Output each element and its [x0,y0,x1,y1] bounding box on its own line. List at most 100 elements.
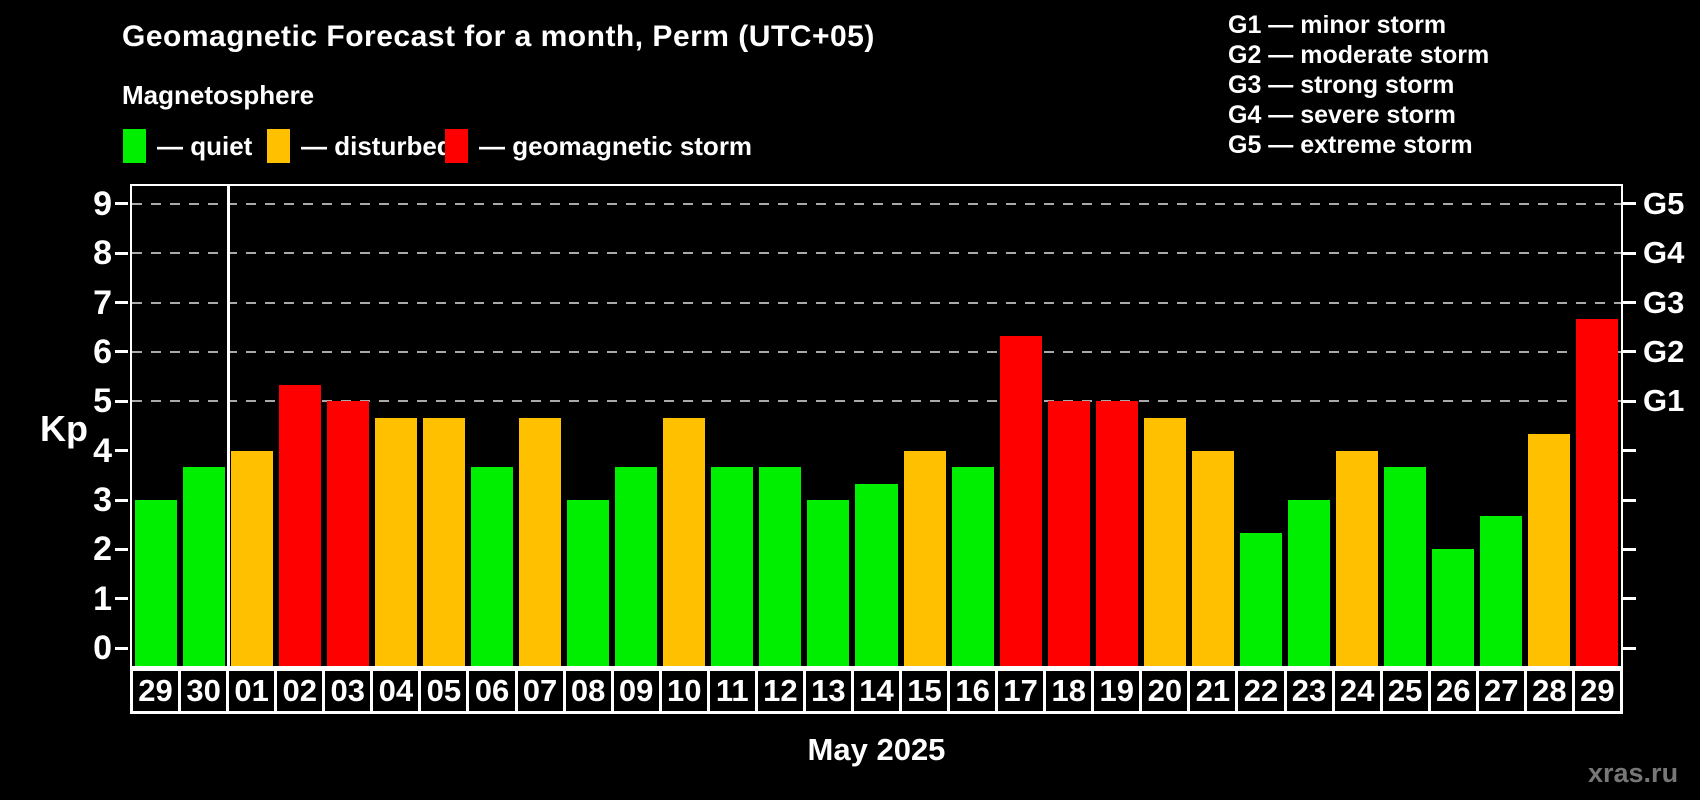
legend-label-storm: — geomagnetic storm [479,130,753,161]
g-scale-label: G3 [1643,284,1685,320]
y-tick-label: 5 [93,382,112,421]
date-cell: 15 [899,668,951,714]
quiet-swatch [123,129,146,163]
storm-scale-legend: G1 — minor storm G2 — moderate storm G3 … [1228,10,1489,160]
date-cell: 24 [1331,668,1383,714]
kp-bar-22 [1239,533,1282,666]
date-cell: 30 [178,668,230,714]
y-axis-tick-left [115,202,128,206]
y-tick-label: 0 [93,629,112,668]
x-axis-title: May 2025 [807,732,946,767]
g-scale-label: G1 [1643,383,1685,419]
g-scale-label: G2 [1643,333,1685,369]
kp-bar-01 [231,450,274,666]
y-axis-tick-right [1623,498,1636,502]
watermark: xras.ru [1588,758,1679,788]
g-scale-label: G5 [1643,185,1685,221]
kp-bar-06 [471,467,514,666]
date-cell: 01 [226,668,278,714]
kp-bar-30 [183,467,226,666]
date-cell: 09 [610,668,662,714]
y-tick-label: 6 [93,332,112,371]
y-axis-tick-left [115,646,128,650]
kp-bar-09 [615,467,658,666]
y-axis-tick-right [1623,597,1636,601]
y-tick-label: 8 [93,234,112,273]
y-axis-tick-left [115,547,128,551]
y-axis-tick-right [1623,646,1636,650]
kp-bar-29 [1575,318,1618,666]
y-axis-tick-left [115,498,128,502]
date-cell: 05 [418,668,470,714]
date-cell: 20 [1139,668,1191,714]
date-cell: 12 [754,668,806,714]
date-cell: 08 [562,668,614,714]
kp-bar-27 [1479,516,1522,666]
date-cell: 13 [802,668,854,714]
y-tick-label: 7 [93,283,112,322]
date-cell: 27 [1475,668,1527,714]
date-cell: 23 [1283,668,1335,714]
kp-bar-23 [1287,500,1330,666]
kp-bar-04 [375,417,418,666]
kp-bar-20 [1143,417,1186,666]
gridline-kp6 [132,350,1621,353]
legend-item-storm: — geomagnetic storm [445,127,752,165]
g2-legend-line: G2 — moderate storm [1228,41,1490,69]
kp-bar-29 [135,500,178,666]
kp-bar-03 [327,401,370,666]
g-scale-label: G4 [1643,235,1685,271]
date-cell: 26 [1427,668,1479,714]
kp-bar-08 [567,500,610,666]
legend-item-quiet: — quiet [123,127,252,165]
legend-item-disturbed: — disturbed [267,127,453,165]
g3-legend-line: G3 — strong storm [1228,71,1455,99]
y-axis-tick-right [1623,251,1636,255]
date-cell: 11 [706,668,758,714]
kp-bar-25 [1383,467,1426,666]
kp-bar-19 [1095,401,1138,666]
kp-bar-16 [951,467,994,666]
y-axis-tick-left [115,399,128,403]
g5-legend-line: G5 — extreme storm [1228,131,1473,159]
magnetosphere-label: Magnetosphere [122,80,315,110]
y-axis-tick-right [1623,202,1636,206]
y-axis-tick-left [115,597,128,601]
month-separator [226,186,230,666]
date-cell: 29 [1571,668,1623,714]
gridline-kp8 [132,252,1621,255]
date-cell: 03 [322,668,374,714]
kp-bar-24 [1335,450,1378,666]
y-axis-tick-right [1623,350,1636,354]
y-axis-title: Kp [40,408,88,449]
kp-bar-15 [903,450,946,666]
storm-swatch [445,129,468,163]
date-axis: 29 30 01 02 03 04 05 06 07 08 09 10 11 12 13 14 15 16 17 18… [130,668,1623,714]
chart-title: Geomagnetic Forecast for a month, Perm (… [122,20,875,53]
date-cell: 28 [1523,668,1575,714]
date-cell: 16 [947,668,999,714]
y-axis-tick-right [1623,399,1636,403]
date-cell: 14 [850,668,902,714]
y-axis-tick-left [115,449,128,453]
date-cell: 19 [1091,668,1143,714]
kp-bar-10 [663,417,706,666]
date-cell: 18 [1043,668,1095,714]
date-cell: 07 [514,668,566,714]
disturbed-swatch [267,129,290,163]
y-axis-tick-right [1623,301,1636,305]
kp-bar-12 [759,467,802,666]
kp-bar-14 [855,483,898,666]
plot-area: 0 1 2 3 4 5 6 7 8 9 G1 G2 G3 G4 G5 [93,184,1684,668]
date-cell: 04 [370,668,422,714]
kp-bar-05 [423,417,466,666]
y-tick-label: 2 [93,530,112,569]
kp-bar-26 [1431,549,1474,666]
gridline-kp7 [132,301,1621,304]
kp-bar-02 [279,385,322,666]
kp-bar-17 [999,335,1042,666]
y-tick-label: 4 [93,431,112,470]
kp-bar-11 [711,467,754,666]
g4-legend-line: G4 — severe storm [1228,101,1456,129]
